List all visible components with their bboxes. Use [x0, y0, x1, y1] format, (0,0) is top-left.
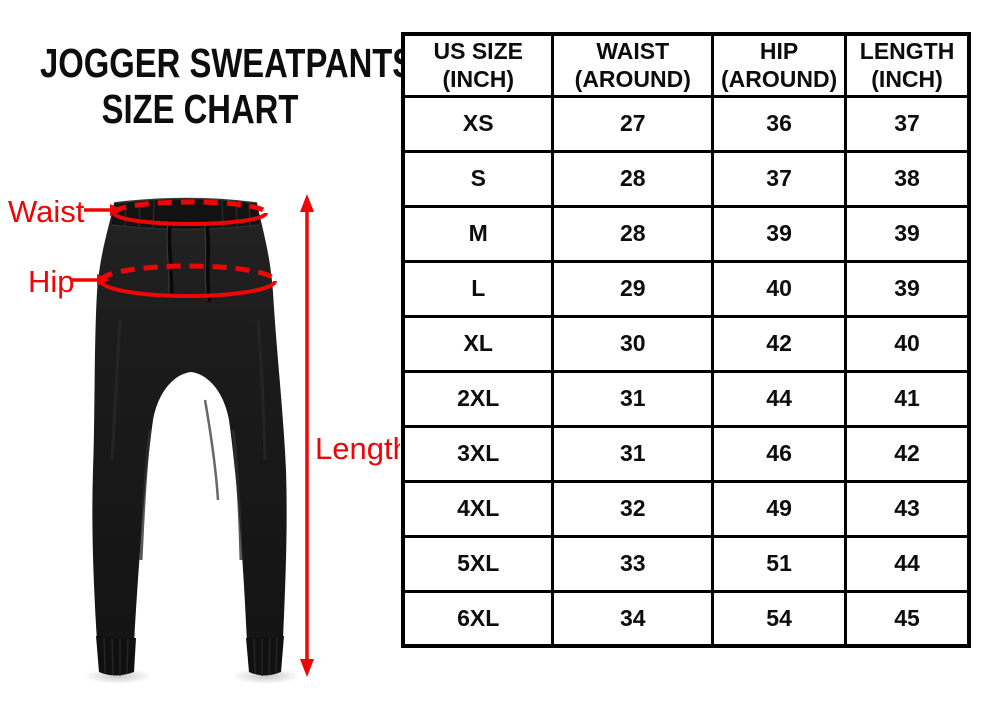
waist-cell: 28 — [551, 204, 715, 263]
hip-arrowhead — [97, 274, 110, 286]
size-cell: 4XL — [401, 479, 555, 538]
length-arrowhead-bottom — [300, 659, 314, 677]
table-row-l: L 29 40 39 — [401, 259, 971, 318]
size-cell: S — [401, 149, 555, 208]
table-row-4xl: 4XL 32 49 43 — [401, 479, 971, 538]
hip-ellipse-solid — [99, 280, 277, 298]
hip-cell: 46 — [711, 424, 848, 483]
size-cell: M — [401, 204, 555, 263]
hip-cell: 49 — [711, 479, 848, 538]
hip-cell: 51 — [711, 534, 848, 593]
header-row: US SIZE (INCH) WAIST (AROUND) HIP (AROUN… — [401, 32, 971, 98]
waist-cell: 33 — [551, 534, 715, 593]
hip-cell: 44 — [711, 369, 848, 428]
length-cell: 40 — [844, 314, 971, 373]
size-cell: 3XL — [401, 424, 555, 483]
length-cell: 42 — [844, 424, 971, 483]
waist-label: Waist — [8, 194, 85, 229]
waist-ellipse-solid — [112, 212, 268, 226]
length-cell: 44 — [844, 534, 971, 593]
hip-cell: 40 — [711, 259, 848, 318]
table-row-s: S 28 37 38 — [401, 149, 971, 208]
table-row-5xl: 5XL 33 51 44 — [401, 534, 971, 593]
length-cell: 45 — [844, 589, 971, 648]
waist-cell: 31 — [551, 369, 715, 428]
page-title-line2: SIZE CHART — [101, 86, 299, 132]
waist-cell: 31 — [551, 424, 715, 483]
measurement-annotations — [72, 194, 314, 677]
size-cell: XS — [401, 94, 555, 153]
ankle-cuffs — [96, 636, 284, 676]
table-row-xs: XS 27 36 37 — [401, 94, 971, 153]
table-row-6xl: 6XL 34 54 45 — [401, 589, 971, 648]
length-cell: 39 — [844, 204, 971, 263]
size-cell: L — [401, 259, 555, 318]
size-chart-table: US SIZE (INCH) WAIST (AROUND) HIP (AROUN… — [401, 32, 971, 648]
length-arrowhead-top — [300, 194, 314, 212]
table-row-3xl: 3XL 31 46 42 — [401, 424, 971, 483]
waist-cell: 27 — [551, 94, 715, 153]
length-cell: 39 — [844, 259, 971, 318]
length-cell: 37 — [844, 94, 971, 153]
waist-ellipse-dashed — [111, 199, 269, 214]
table-row-m: M 28 39 39 — [401, 204, 971, 263]
waist-cell: 30 — [551, 314, 715, 373]
waist-arrowhead — [110, 204, 123, 216]
page-title-line1: JOGGER SWEATPANTS — [40, 40, 415, 86]
hip-ellipse-dashed — [98, 263, 278, 282]
waist-cell: 29 — [551, 259, 715, 318]
jogger-pants-diagram: Waist Hip Length — [8, 194, 400, 684]
size-cell: 5XL — [401, 534, 555, 593]
column-header-us-size: US SIZE (INCH) — [401, 32, 555, 98]
hip-cell: 39 — [711, 204, 848, 263]
waist-cell: 28 — [551, 149, 715, 208]
waist-cell: 32 — [551, 479, 715, 538]
column-header-length: LENGTH (INCH) — [844, 32, 971, 98]
length-label: Length — [315, 431, 400, 466]
page-title: JOGGER SWEATPANTS SIZE CHART — [0, 40, 415, 132]
length-cell: 41 — [844, 369, 971, 428]
hip-cell: 37 — [711, 149, 848, 208]
size-cell: 6XL — [401, 589, 555, 648]
size-cell: XL — [401, 314, 555, 373]
waist-cell: 34 — [551, 589, 715, 648]
column-header-waist: WAIST (AROUND) — [551, 32, 715, 98]
table-row-xl: XL 30 42 40 — [401, 314, 971, 373]
hip-label: Hip — [28, 264, 75, 299]
length-cell: 43 — [844, 479, 971, 538]
hip-cell: 54 — [711, 589, 848, 648]
column-header-hip: HIP (AROUND) — [711, 32, 848, 98]
hip-cell: 42 — [711, 314, 848, 373]
table-row-2xl: 2XL 31 44 41 — [401, 369, 971, 428]
length-cell: 38 — [844, 149, 971, 208]
hip-cell: 36 — [711, 94, 848, 153]
size-cell: 2XL — [401, 369, 555, 428]
